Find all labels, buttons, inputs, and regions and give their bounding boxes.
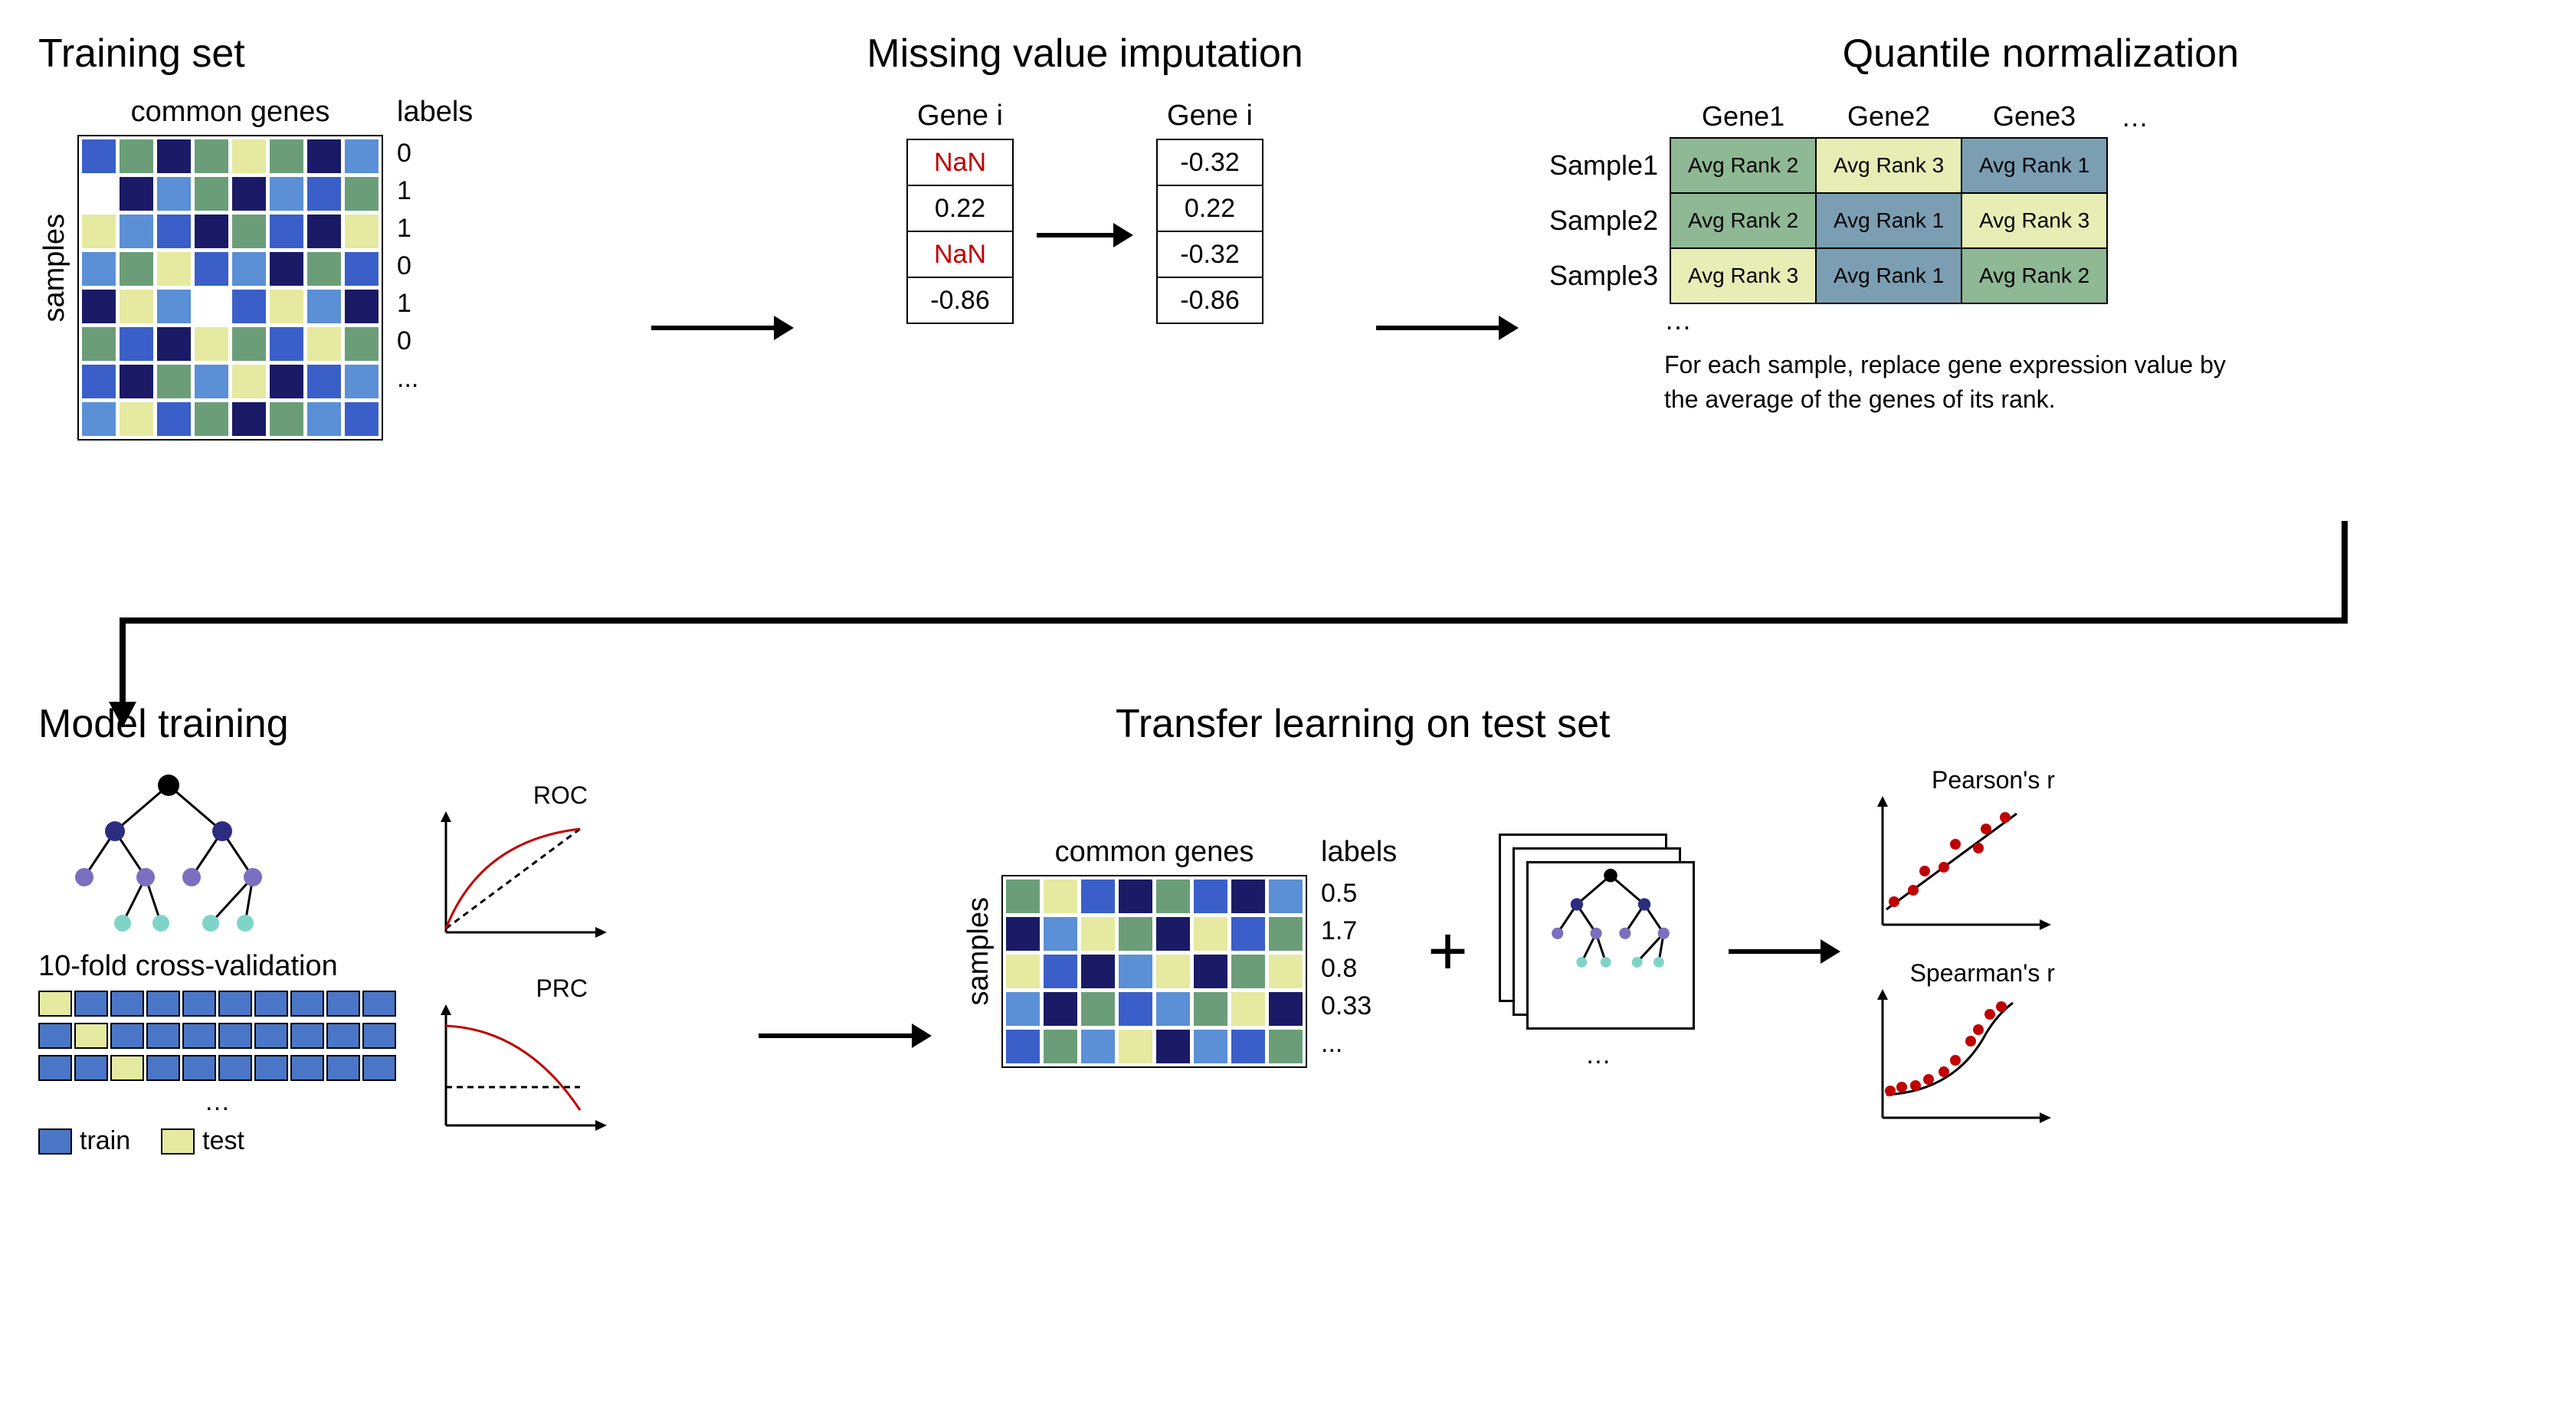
arrow-icon xyxy=(759,1024,932,1048)
transfer-labels-list: 0.51.70.80.33... xyxy=(1321,875,1397,1063)
pearson-label: Pearson's r xyxy=(1871,766,2055,794)
arrow-icon xyxy=(1037,223,1133,247)
arrow-icon xyxy=(651,316,794,340)
train-label: train xyxy=(80,1126,130,1156)
gene-after-column: Gene i -0.320.22-0.32-0.86 xyxy=(1156,100,1263,324)
prc-label: PRC xyxy=(434,974,611,1003)
gene-i-label: Gene i xyxy=(917,100,1003,132)
spearman-label: Spearman's r xyxy=(1871,959,2055,988)
arrow-icon xyxy=(1376,316,1519,340)
gene-i-label: Gene i xyxy=(1167,100,1253,132)
stack-ellipsis: … xyxy=(1585,1040,1611,1070)
model-ensemble-stack xyxy=(1499,834,1698,1033)
roc-chart: ROC xyxy=(434,781,611,952)
roc-label: ROC xyxy=(434,781,611,810)
training-labels-list: 011010... xyxy=(397,135,473,398)
quantile-norm-panel: Quantile normalization Gene1Gene2Gene3…S… xyxy=(1549,31,2285,417)
pearson-chart: Pearson's r xyxy=(1871,766,2055,944)
training-title: Training set xyxy=(38,31,621,77)
decision-tree-icon xyxy=(38,766,299,942)
legend-train: train xyxy=(38,1126,130,1156)
imputation-title: Missing value imputation xyxy=(824,31,1345,77)
imputation-panel: Missing value imputation Gene i NaN0.22N… xyxy=(824,31,1345,324)
transfer-heatmap xyxy=(1001,875,1307,1068)
qn-ellipsis: … xyxy=(1664,304,2285,336)
cv-ellipsis: … xyxy=(38,1087,396,1117)
test-label: test xyxy=(202,1126,244,1156)
arrow-icon xyxy=(1729,939,1840,964)
qn-table: Gene1Gene2Gene3…Sample1Avg Rank 2Avg Ran… xyxy=(1549,96,2162,304)
training-set-panel: Training set samples common genes labels… xyxy=(38,31,621,441)
plus-icon: + xyxy=(1427,912,1468,991)
cv-folds xyxy=(38,991,396,1081)
spearman-chart: Spearman's r xyxy=(1871,959,2055,1137)
cv-label: 10-fold cross-validation xyxy=(38,950,396,983)
training-xlabel: common genes xyxy=(77,96,383,129)
qn-title: Quantile normalization xyxy=(1549,31,2285,77)
training-labels-header: labels xyxy=(397,96,473,129)
legend-test: test xyxy=(161,1126,244,1156)
gene-before-column: Gene i NaN0.22NaN-0.86 xyxy=(906,100,1014,324)
transfer-ylabel: samples xyxy=(962,897,995,1006)
decision-tree-icon xyxy=(1529,863,1693,1027)
flow-connector-arrow xyxy=(46,506,2421,735)
training-ylabel: samples xyxy=(38,214,71,323)
transfer-panel: Transfer learning on test set samples co… xyxy=(962,701,2538,1137)
prc-chart: PRC xyxy=(434,974,611,1145)
transfer-labels-header: labels xyxy=(1321,836,1397,869)
transfer-xlabel: common genes xyxy=(1001,836,1307,869)
model-training-panel: Model training 10-fold cross-validation … xyxy=(38,701,728,1156)
training-heatmap xyxy=(77,135,383,441)
qn-caption: For each sample, replace gene expression… xyxy=(1664,348,2262,417)
